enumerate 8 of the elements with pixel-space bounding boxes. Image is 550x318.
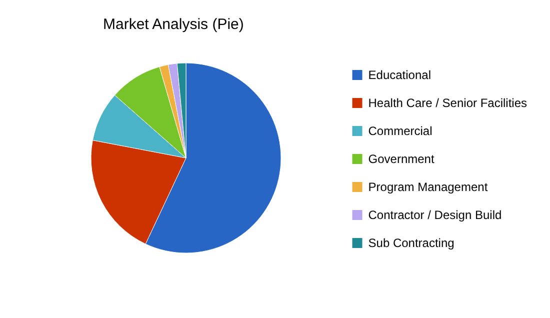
legend-label: Educational	[368, 68, 431, 82]
chart-title: Market Analysis (Pie)	[103, 16, 244, 33]
legend-label: Health Care / Senior Facilities	[368, 96, 528, 110]
legend-label: Sub Contracting	[368, 236, 454, 250]
legend-label: Contractor / Design Build	[368, 208, 502, 222]
legend-label: Program Management	[368, 180, 488, 194]
legend-label: Government	[368, 152, 435, 166]
legend-label: Commercial	[368, 124, 432, 138]
